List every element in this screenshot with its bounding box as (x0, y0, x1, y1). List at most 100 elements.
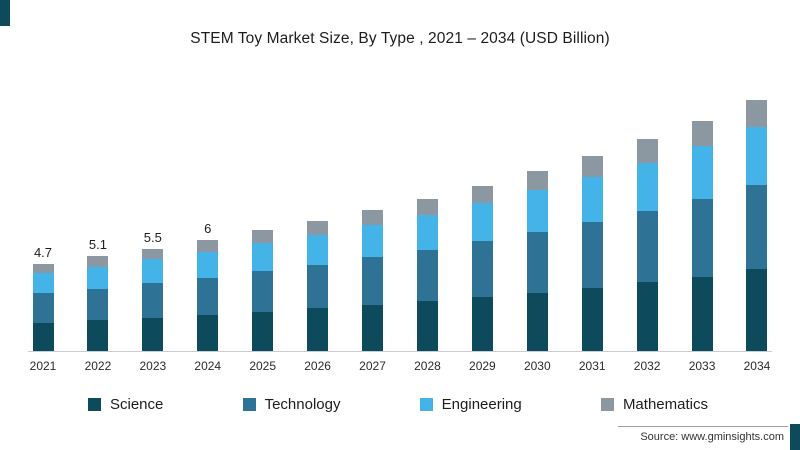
x-axis-labels: 2021 2022 2023 2024 2025 2026 2027 2028 2029 2030… (28, 359, 772, 373)
segment-science-2022 (87, 320, 109, 351)
stacked-bar-2032 (636, 139, 658, 351)
segment-science-2028 (416, 300, 438, 351)
bar-column-2026 (303, 202, 333, 351)
segment-engineering-2031 (581, 177, 603, 223)
segment-mathematics-2025 (252, 230, 274, 244)
segment-mathematics-2024 (197, 239, 219, 252)
legend-label-technology: Technology (264, 396, 341, 413)
x-tick-2025: 2025 (249, 359, 277, 373)
segment-mathematics-2023 (142, 248, 164, 260)
x-tick-2027: 2027 (359, 359, 386, 373)
segment-science-2034 (746, 269, 768, 351)
bar-column-2027 (358, 191, 388, 351)
segment-engineering-2026 (307, 235, 329, 265)
x-tick-2021: 2021 (29, 359, 57, 373)
segment-science-2032 (636, 282, 658, 351)
segment-mathematics-2022 (87, 256, 109, 267)
stacked-bar-2026 (307, 221, 329, 351)
segment-engineering-2021 (32, 273, 54, 294)
segment-technology-2029 (471, 241, 493, 298)
segment-technology-2026 (307, 264, 329, 309)
plot-area: 4.7 5.1 5.5 6 2021 2022 2023 2024 2025 2026 2027 2… (28, 92, 772, 373)
x-tick-2022: 2022 (84, 359, 112, 373)
x-tick-2033: 2033 (688, 359, 716, 373)
x-tick-2028: 2028 (414, 359, 441, 373)
x-tick-2029: 2029 (469, 359, 496, 373)
bar-column-2032 (632, 120, 662, 351)
segment-engineering-2033 (691, 145, 713, 199)
segment-engineering-2029 (471, 203, 493, 242)
segment-engineering-2023 (142, 259, 164, 284)
segment-mathematics-2021 (32, 263, 54, 274)
stacked-bar-2030 (526, 170, 548, 351)
legend-item-engineering: Engineering (419, 396, 522, 413)
stacked-bar-2029 (471, 185, 493, 351)
segment-mathematics-2034 (746, 100, 768, 128)
bar-column-2021: 4.7 (28, 245, 58, 351)
segment-science-2021 (32, 323, 54, 351)
source-attribution: Source: www.gminsights.com (618, 426, 788, 443)
segment-engineering-2030 (526, 190, 548, 233)
stacked-bar-2025 (252, 230, 274, 351)
segment-mathematics-2028 (416, 198, 438, 215)
bars-row: 4.7 5.1 5.5 6 (28, 92, 772, 352)
stacked-bar-2033 (691, 120, 713, 351)
segment-science-2023 (142, 317, 164, 351)
bar-total-label-2021: 4.7 (33, 244, 53, 260)
segment-engineering-2024 (197, 251, 219, 278)
bar-column-2024: 6 (193, 221, 223, 351)
segment-mathematics-2033 (691, 120, 713, 146)
legend-label-science: Science (110, 396, 164, 413)
stacked-bar-2024 (197, 239, 219, 351)
x-tick-2032: 2032 (633, 359, 661, 373)
segment-technology-2022 (87, 288, 109, 321)
bar-column-2031 (577, 137, 607, 351)
stacked-bar-2023 (142, 248, 164, 351)
legend-label-engineering: Engineering (441, 396, 522, 413)
legend-swatch-technology (242, 398, 256, 411)
segment-technology-2030 (526, 232, 548, 293)
segment-technology-2034 (746, 184, 768, 270)
segment-technology-2031 (581, 222, 603, 288)
legend-swatch-mathematics (600, 398, 614, 411)
x-tick-2026: 2026 (304, 359, 331, 373)
segment-science-2026 (307, 308, 329, 351)
segment-science-2030 (526, 292, 548, 351)
x-tick-2031: 2031 (578, 359, 606, 373)
segment-technology-2027 (362, 257, 384, 305)
segment-science-2033 (691, 276, 713, 351)
legend-label-mathematics: Mathematics (622, 396, 708, 413)
segment-technology-2025 (252, 271, 274, 312)
stacked-bar-2022 (87, 256, 109, 351)
segment-science-2029 (471, 297, 493, 351)
segment-mathematics-2032 (636, 139, 658, 163)
segment-technology-2023 (142, 283, 164, 318)
segment-engineering-2034 (746, 127, 768, 185)
bar-column-2028 (412, 180, 442, 351)
segment-technology-2021 (32, 293, 54, 324)
bar-total-label-2023: 5.5 (143, 229, 162, 245)
legend-item-technology: Technology (242, 396, 341, 413)
segment-engineering-2025 (252, 243, 274, 272)
bar-column-2029 (467, 167, 497, 351)
stacked-bar-2027 (362, 209, 384, 351)
bar-total-label-2024: 6 (204, 220, 212, 236)
stacked-bar-2034 (746, 100, 768, 351)
legend-item-science: Science (88, 396, 163, 413)
segment-science-2025 (252, 312, 274, 351)
x-tick-2034: 2034 (743, 359, 771, 373)
x-tick-2024: 2024 (194, 359, 222, 373)
segment-engineering-2032 (636, 162, 658, 211)
bar-column-2022: 5.1 (83, 237, 113, 351)
segment-mathematics-2027 (362, 209, 384, 225)
segment-mathematics-2026 (307, 221, 329, 236)
segment-science-2031 (581, 287, 603, 351)
legend-swatch-engineering (419, 398, 433, 411)
segment-engineering-2028 (416, 214, 438, 250)
segment-technology-2033 (691, 198, 713, 277)
segment-science-2024 (197, 314, 219, 351)
legend-swatch-science (88, 398, 101, 411)
segment-technology-2028 (416, 249, 438, 301)
x-tick-2030: 2030 (523, 359, 551, 373)
legend: Science Technology Engineering Mathematics (88, 396, 708, 413)
